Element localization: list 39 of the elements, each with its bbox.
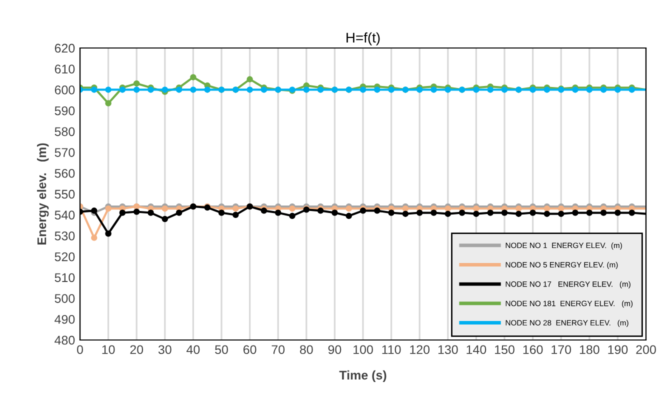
x-tick-label: 180 bbox=[580, 345, 600, 354]
x-tick-label: 20 bbox=[130, 345, 144, 354]
x-tick-label: 170 bbox=[552, 345, 572, 354]
y-tick-label: 540 bbox=[54, 210, 75, 220]
x-tick-label: 60 bbox=[243, 345, 256, 354]
y-tick-label: 620 bbox=[54, 44, 75, 53]
x-tick-label: 0 bbox=[77, 345, 83, 354]
y-tick-label: 530 bbox=[54, 232, 75, 240]
chart-title: H=f(t) bbox=[346, 32, 380, 46]
x-tick-label: 110 bbox=[382, 345, 401, 354]
y-tick-label: 510 bbox=[54, 273, 75, 282]
y-tick-label: 600 bbox=[54, 86, 75, 94]
y-tick-label: 580 bbox=[54, 127, 75, 136]
y-tick-label: 520 bbox=[54, 252, 75, 262]
x-tick-label: 50 bbox=[215, 345, 228, 354]
x-tick-label: 120 bbox=[410, 345, 430, 354]
x-tick-label: 70 bbox=[272, 345, 285, 354]
y-tick-label: 590 bbox=[54, 106, 75, 116]
x-tick-label: 100 bbox=[354, 345, 373, 354]
x-tick-label: 130 bbox=[438, 345, 458, 354]
y-tick-label: 560 bbox=[54, 168, 75, 178]
x-tick-label: 190 bbox=[608, 345, 628, 354]
y-tick-label: 490 bbox=[54, 314, 75, 324]
x-tick-label: 160 bbox=[523, 345, 543, 354]
x-tick-label: 200 bbox=[636, 345, 656, 354]
y-tick-label: 570 bbox=[54, 148, 75, 157]
x-tick-label: 10 bbox=[102, 345, 115, 354]
y-tick-label: 610 bbox=[54, 64, 75, 74]
y-axis-title: Energy elev. (m) bbox=[37, 143, 49, 244]
x-tick-label: 80 bbox=[300, 345, 313, 354]
y-tick-label: 550 bbox=[54, 190, 75, 199]
x-tick-label: 30 bbox=[158, 345, 172, 354]
x-tick-label: 90 bbox=[328, 345, 342, 354]
x-tick-label: 40 bbox=[186, 345, 200, 354]
x-tick-label: 150 bbox=[495, 345, 514, 354]
y-tick-label: 480 bbox=[54, 336, 75, 345]
x-tick-label: 140 bbox=[466, 345, 486, 354]
x-axis-title: Time (s) bbox=[339, 370, 386, 382]
y-tick-label: 500 bbox=[54, 294, 75, 303]
